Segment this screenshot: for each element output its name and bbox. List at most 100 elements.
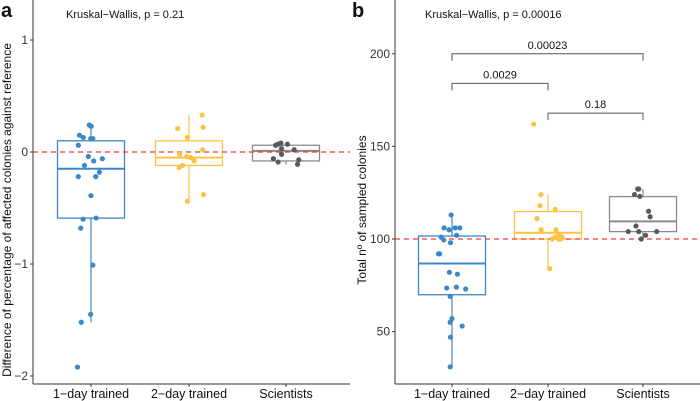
data-point	[447, 319, 453, 325]
data-point	[93, 174, 99, 180]
data-point	[435, 251, 442, 257]
data-point	[463, 286, 469, 292]
data-point	[88, 193, 94, 199]
data-point	[633, 223, 639, 229]
data-point	[74, 364, 81, 370]
data-point	[275, 159, 281, 165]
data-point	[549, 236, 555, 242]
data-point	[647, 214, 653, 220]
data-point	[80, 134, 86, 141]
data-point	[447, 364, 453, 370]
data-point	[538, 227, 544, 233]
data-point	[99, 156, 105, 162]
data-point	[85, 153, 91, 160]
data-point	[75, 174, 81, 180]
data-point	[459, 323, 465, 329]
box-1-day-trained	[417, 214, 487, 367]
data-point	[183, 153, 190, 160]
data-point	[454, 271, 461, 277]
data-point	[90, 262, 96, 268]
data-point	[270, 156, 276, 162]
data-point	[531, 121, 537, 127]
data-point	[553, 227, 559, 233]
data-point	[177, 151, 183, 157]
kruskal-annotation-a: Kruskal−Wallis, p = 0.21	[66, 9, 184, 21]
data-point	[278, 140, 284, 146]
data-point	[636, 186, 642, 192]
x-tick-label: 1−day trained	[53, 387, 129, 401]
data-point	[446, 227, 452, 233]
box-Scientists	[608, 188, 678, 239]
data-point	[96, 169, 103, 175]
y-axis-label-b: Total nº of sampled colonies	[355, 135, 369, 284]
data-point	[636, 228, 642, 235]
data-point	[552, 206, 558, 212]
x-tick-label: 1−day trained	[414, 387, 490, 401]
panel-label-b: b	[352, 0, 364, 22]
data-point	[88, 123, 94, 129]
panel-b: b Kruskal−Wallis, p = 0.00016 Total nº o…	[352, 0, 700, 401]
data-point	[175, 125, 181, 132]
data-point	[284, 141, 291, 147]
x-tick-label: 2−day trained	[151, 387, 227, 401]
significance-bracket	[451, 82, 549, 91]
y-tick-label: 1	[21, 33, 28, 47]
data-point	[291, 147, 297, 153]
y-tick-label: 0	[21, 145, 28, 159]
data-point	[441, 237, 447, 243]
data-point	[88, 311, 94, 317]
bracket-p-value: 0.00023	[528, 40, 568, 52]
significance-bracket	[451, 53, 644, 61]
bracket-p-value: 0.0029	[483, 69, 517, 81]
data-point	[78, 225, 84, 231]
data-point	[273, 142, 279, 148]
data-point	[453, 284, 460, 290]
data-point	[457, 225, 463, 231]
iqr-box	[251, 144, 321, 162]
data-point	[447, 240, 454, 246]
y-tick-label: 100	[370, 232, 390, 246]
data-point	[444, 285, 450, 291]
data-point	[184, 198, 190, 204]
data-point	[80, 216, 86, 222]
data-point	[90, 135, 96, 142]
data-point	[199, 112, 205, 118]
box-2-day-trained	[154, 115, 224, 202]
data-point	[191, 158, 197, 164]
data-point	[537, 203, 543, 209]
panel-a: a Kruskal−Wallis, p = 0.21 Difference of…	[0, 0, 350, 401]
y-tick-label: 150	[370, 139, 390, 153]
data-point	[93, 215, 99, 221]
data-point	[278, 146, 285, 152]
data-point	[547, 266, 553, 272]
data-point	[91, 158, 97, 164]
iqr-box	[513, 210, 583, 240]
data-point	[76, 132, 83, 138]
data-point	[625, 228, 631, 235]
data-point	[294, 161, 301, 167]
y-tick-label: −2	[14, 369, 28, 383]
x-tick-label: Scientists	[616, 387, 670, 401]
data-point	[534, 216, 540, 222]
data-point	[538, 191, 544, 198]
data-point	[642, 232, 649, 238]
bracket-p-value: 0.18	[585, 99, 606, 111]
iqr-box	[417, 235, 487, 296]
y-tick-label: 200	[370, 47, 390, 61]
data-point	[75, 142, 81, 148]
data-point	[81, 162, 88, 169]
data-point	[184, 134, 190, 141]
data-point	[187, 155, 194, 161]
kruskal-annotation-b: Kruskal−Wallis, p = 0.00016	[425, 9, 562, 21]
data-point	[447, 334, 454, 340]
x-tick-label: 2−day trained	[510, 387, 586, 401]
iqr-box	[608, 195, 678, 233]
significance-bracket	[547, 112, 644, 121]
data-point	[452, 225, 458, 231]
data-point	[654, 228, 660, 235]
data-point	[78, 319, 84, 325]
y-tick-label: −1	[14, 257, 28, 271]
data-point	[447, 293, 453, 300]
data-point	[637, 193, 643, 200]
